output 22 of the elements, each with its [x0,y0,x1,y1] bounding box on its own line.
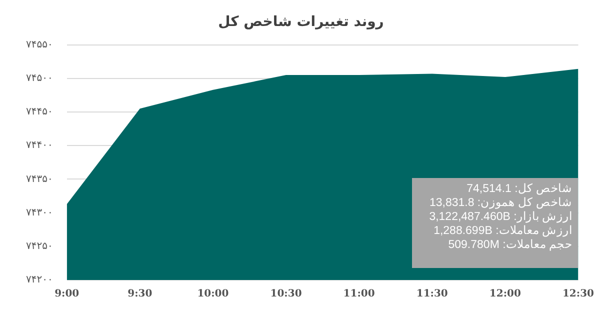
annotation: حجم معاملات: 509.780M [447,238,572,252]
y-tick-label: ۷۴۳۰۰ [26,207,53,218]
x-tick-label: 11:30 [416,288,448,300]
x-tick-label: 12:00 [489,288,521,300]
x-tick-label: 12:30 [562,288,594,300]
x-tick-label: 11:00 [343,288,375,300]
chart-title: روند تغییرات شاخص کل [218,14,384,30]
y-tick-label: ۷۴۲۰۰ [26,274,53,286]
annotation: شاخص کل: 74,514.1 [466,182,572,196]
x-tick-label: 10:30 [270,288,302,300]
annotation: ارزش بازار: 3,122,487.460B [428,210,572,224]
annotation: ارزش معاملات: 1,288.699B [432,224,572,238]
y-tick-label: ۷۴۴۰۰ [26,140,53,152]
annotation: شاخص کل هموزن: 13,831.8 [428,196,572,210]
y-tick-label: ۷۴۵۵۰ [26,39,53,50]
y-tick-label: ۷۴۳۵۰ [26,174,53,185]
x-tick-label: 10:00 [197,288,229,300]
x-tick-label: 9:30 [128,288,152,300]
y-tick-label: ۷۴۴۵۰ [26,106,53,118]
y-tick-label: ۷۴۲۵۰ [26,240,53,252]
x-tick-label: 9:00 [54,288,80,300]
y-tick-label: ۷۴۵۰۰ [26,72,53,84]
